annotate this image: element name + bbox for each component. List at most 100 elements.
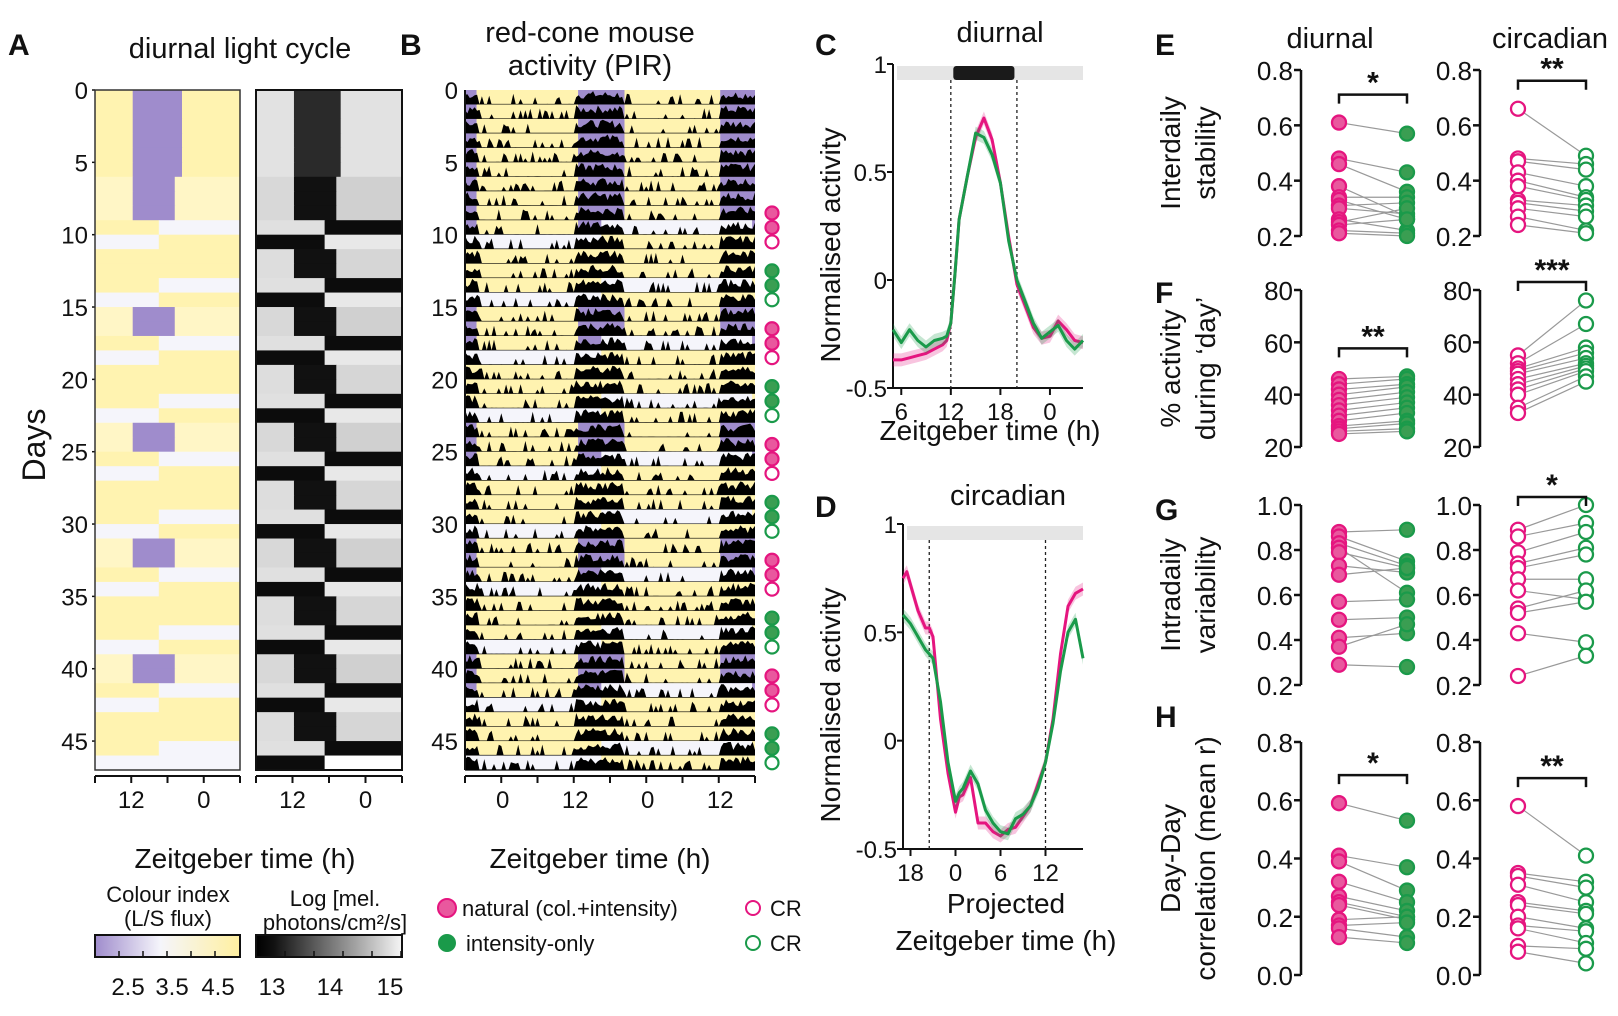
actogram-activity-trace [465,192,755,206]
panel-b-ytick-label: 35 [431,584,458,611]
heatmap2-cell [256,524,326,540]
heatmap2-cell [340,162,403,178]
panel-b-xtick-label: 0 [496,787,509,814]
heatmap1-cell [95,480,241,496]
panel-c: C diurnal Normalised activity Zeitgeber … [815,17,1100,446]
actogram-band [476,654,579,669]
heatmap2-cell [256,335,326,351]
pair-connector-line [1517,367,1587,391]
pair-connector-line [1338,860,1408,892]
heatmap2-cell [256,220,326,236]
heatmap2-cell [256,437,295,453]
heatmap2-cell [293,596,337,612]
condition-marker-natural [764,552,780,568]
pair-connector-line [1517,224,1587,234]
y-tick-label: 0.4 [1436,845,1472,875]
y-tick-label: 0.8 [1257,56,1293,86]
pair-connector-line [1338,551,1408,569]
intensity-point [1398,812,1416,829]
heatmap1-cell [158,683,241,699]
y-axis-label-2: during ‘day’ [1190,297,1221,440]
heatmap1-cell [174,538,241,554]
actogram-band [624,147,721,163]
condition-marker-natural [764,451,780,467]
pair-connector-line [1517,884,1587,903]
heatmap2-cell [324,755,403,771]
y-tick-label: 0.8 [1257,536,1293,566]
natural-point [1330,656,1348,673]
actogram-activity-trace [465,395,755,409]
natural-cr-point [1509,667,1527,685]
actogram-activity-trace [465,640,755,655]
heatmap2-cell [293,147,342,163]
heatmap1-cell [158,278,241,294]
column-title-diurnal: diurnal [1286,23,1373,55]
heatmap2-cell [324,393,403,409]
heatmap1-cell [132,104,183,120]
actogram-band [476,191,579,206]
y-tick-label: 0.4 [1436,167,1472,197]
heatmap1-cell [95,147,134,163]
pair-connector-line [1517,901,1587,912]
heatmap1-cell [158,755,241,771]
panels-e-h: diurnal circadian E Interdaily stability 0.… [1155,23,1608,991]
heatmap2-cell [324,408,403,424]
panel-letter-h: H [1155,701,1177,734]
actogram-activity-trace [465,323,755,336]
panel-b-xaxis: 0 12 0 12 [464,775,756,814]
heatmap2-cell [324,567,403,583]
actogram-band [601,451,753,467]
y-tick-label: 0.4 [1257,167,1293,197]
natural-point [1330,611,1348,628]
heatmap2-cell [256,191,295,207]
actogram-activity-trace [465,235,755,250]
heatmap2-cell [293,104,342,120]
pair-connector-line [1338,535,1408,562]
heatmap1-cell [95,683,160,699]
colorbar1-tick: 4.5 [201,974,234,1001]
heatmap1-cell [174,176,241,192]
heatmap1-cell [95,741,160,757]
pair-connector-line [1338,396,1408,406]
heatmap2-cell [324,509,403,525]
y-axis-label-2: correlation (mean r) [1190,736,1221,980]
actogram-activity-trace [465,452,755,467]
heatmap1-cell [132,668,176,684]
heatmap2-cell [256,307,295,322]
pair-connector-line [1517,160,1587,171]
pair-connector-line [1517,180,1587,198]
intensity-point [1398,211,1416,228]
panel-a-ytick-label: 30 [61,512,88,539]
intensity-cr-point [1577,208,1595,225]
heatmap2-cell [336,712,403,728]
panel-d-title: circadian [950,480,1066,512]
significance-stars: * [1367,747,1379,780]
heatmap2-cell [256,741,326,757]
actogram-band [476,147,579,163]
heatmap2-cell [324,683,403,699]
heatmap1-cell [158,567,241,583]
pair-connector-line [1517,916,1587,929]
condition-marker-natural [764,335,780,351]
y-tick-label: 0.2 [1257,222,1293,252]
pair-connector-line [1517,951,1587,964]
heatmap1-cell [132,307,176,322]
actogram-activity-trace [465,495,755,510]
sem-band-green [903,608,1083,841]
pair-connector-line [1517,365,1587,385]
natural-point [1330,155,1348,173]
heatmap1-cell [132,147,183,163]
condition-marker-intensity [764,509,780,525]
heatmap1-cell [174,307,241,322]
panel-c-plot: -0.5 0 0.5 1 6 12 18 0 [846,52,1085,426]
heatmap2-cell [293,364,337,380]
actogram-activity-trace [465,337,755,351]
natural-cr-point [1509,404,1527,422]
pair-connector-line [1338,623,1408,648]
heatmap2-cell [336,263,403,279]
panel-b-xlabel: Zeitgeber time (h) [490,843,711,874]
heatmap2-cell [336,596,403,612]
intensity-cr-point [1577,593,1595,610]
significance-stars: ** [1361,320,1385,353]
heatmap2-cell [324,350,403,366]
